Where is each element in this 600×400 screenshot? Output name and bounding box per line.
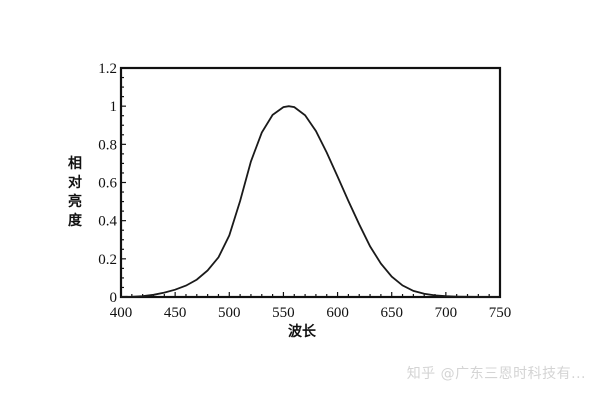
y-tick-label: 1.2 — [98, 61, 117, 77]
y-axis-title-char: 亮 — [68, 193, 82, 210]
y-axis-title-char: 相 — [68, 155, 82, 172]
watermark: 知乎 @广东三恩时科技有... — [406, 366, 586, 382]
x-axis-ticks: 400 450 500 550 600 650 700 750 — [110, 292, 512, 321]
x-tick-label: 550 — [272, 305, 295, 321]
x-tick-label: 450 — [164, 305, 187, 321]
plot-frame — [119, 66, 502, 299]
y-axis-title-char: 对 — [68, 174, 82, 191]
y-axis-ticks: 0 0.2 0.4 0.6 0.8 1 1.2 — [98, 61, 126, 306]
x-axis-title: 波长 — [288, 323, 317, 340]
x-tick-label: 700 — [435, 305, 458, 321]
y-axis-title-char: 度 — [68, 212, 83, 229]
y-tick-label: 0 — [110, 290, 118, 306]
x-tick-label: 400 — [110, 305, 133, 321]
y-tick-label: 0.2 — [98, 252, 117, 268]
luminosity-curve — [120, 105, 500, 298]
x-tick-label: 750 — [489, 305, 512, 321]
y-tick-label: 1 — [110, 99, 118, 115]
x-tick-label: 500 — [218, 305, 241, 321]
y-tick-label: 0.6 — [98, 176, 117, 192]
y-tick-label: 0.8 — [98, 137, 117, 153]
x-tick-label: 600 — [326, 305, 349, 321]
y-tick-label: 0.4 — [98, 214, 117, 230]
x-tick-label: 650 — [380, 305, 403, 321]
